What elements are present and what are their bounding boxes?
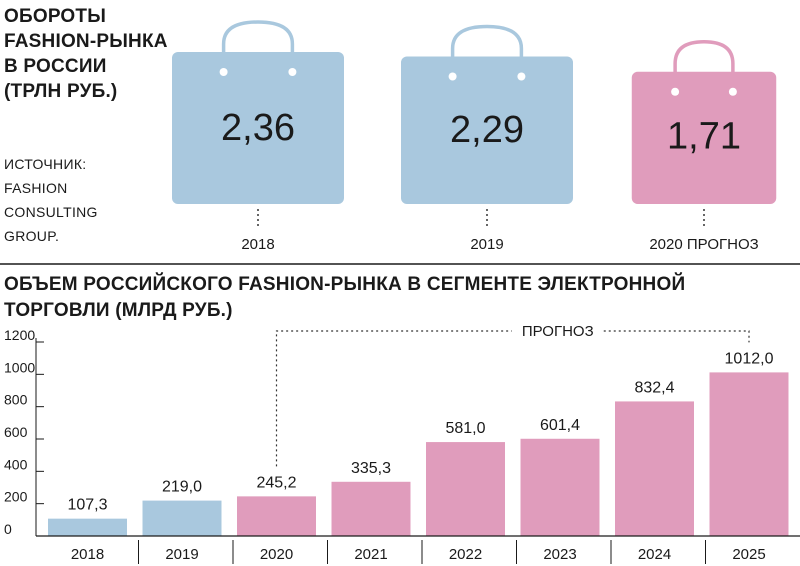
x-tick-label: 2021 [354,546,387,563]
bag-eyelet [448,72,457,81]
bag-handle [450,24,524,77]
source-line: ИСТОЧНИК: [4,156,87,172]
bag-handle [673,40,735,92]
bag-body [631,71,777,204]
bar-value-label: 832,4 [634,379,674,396]
bag-eyelet [728,87,737,96]
bag-body [172,52,344,204]
x-tick-label: 2019 [165,546,198,563]
turnover-title-line: (ТРЛН РУБ.) [4,81,118,102]
x-tick-label: 2024 [638,546,671,563]
bag-category-label: 2020 ПРОГНОЗ [649,236,758,253]
ecommerce-title-line: ТОРГОВЛИ (МЛРД РУБ.) [4,300,233,321]
bar-value-label: 1012,0 [725,350,774,367]
ecommerce-title-line: ОБЪЕМ РОССИЙСКОГО FASHION-РЫНКА В СЕГМЕН… [4,274,686,295]
bar-2024 [615,401,694,536]
bar-value-label: 581,0 [445,420,485,437]
forecast-bracket-right [603,330,750,343]
y-tick-label: 600 [4,424,28,440]
bar-value-label: 335,3 [351,460,391,477]
x-tick-label: 2025 [732,546,765,563]
source-line: FASHION [4,180,68,196]
bag-handle [221,20,295,72]
y-tick-label: 1200 [4,327,35,343]
bag-body [401,56,573,204]
source-line: CONSULTING [4,204,98,220]
x-tick-label: 2020 [260,546,293,563]
source-note: ИСТОЧНИК: FASHION CONSULTING GROUP. [4,152,98,248]
bar-value-label: 219,0 [162,479,202,496]
bag-2019: 2,29 2019 [401,24,573,253]
bag-eyelet [288,68,297,76]
bag-eyelet [517,72,526,81]
bag-eyelet [219,68,228,76]
y-tick-label: 400 [4,456,28,472]
y-tick-label: 800 [4,392,28,408]
forecast-bracket-left [275,330,512,467]
bag-2020 ПРОГНОЗ: 1,71 2020 ПРОГНОЗ [631,40,777,253]
bag-eyelet [671,87,680,96]
source-line: GROUP. [4,228,60,244]
bar-value-label: 107,3 [67,497,107,514]
bar-2025 [709,372,789,536]
bar-2018 [48,518,127,536]
x-tick-label: 2022 [449,546,482,563]
x-tick-label: 2023 [543,546,576,563]
turnover-title-line: В РОССИИ [4,56,107,77]
x-tick-label: 2018 [71,546,104,563]
bag-2018: 2,36 2018 [172,20,344,253]
bag-value-label: 1,71 [667,115,741,157]
bar-2020 [237,496,316,536]
bar-2022 [426,442,505,536]
bag-category-label: 2019 [470,236,503,253]
bar-value-label: 601,4 [540,417,580,434]
turnover-title-line: ОБОРОТЫ [4,6,107,27]
bar-2019 [142,500,222,536]
y-tick-label: 1000 [4,359,35,375]
bar-2021 [331,481,411,536]
bag-value-label: 2,36 [221,107,295,149]
bar-value-label: 245,2 [256,474,296,491]
bag-category-label: 2018 [241,236,274,253]
forecast-label: ПРОГНОЗ [522,323,594,340]
turnover-title: ОБОРОТЫ FASHION-РЫНКА В РОССИИ (ТРЛН РУБ… [4,4,168,104]
bag-value-label: 2,29 [450,109,524,151]
ecommerce-title: ОБЪЕМ РОССИЙСКОГО FASHION-РЫНКА В СЕГМЕН… [4,272,685,324]
y-tick-label: 200 [4,489,28,505]
y-tick-label: 0 [4,521,12,537]
turnover-title-line: FASHION-РЫНКА [4,31,168,52]
bar-2023 [520,438,600,536]
